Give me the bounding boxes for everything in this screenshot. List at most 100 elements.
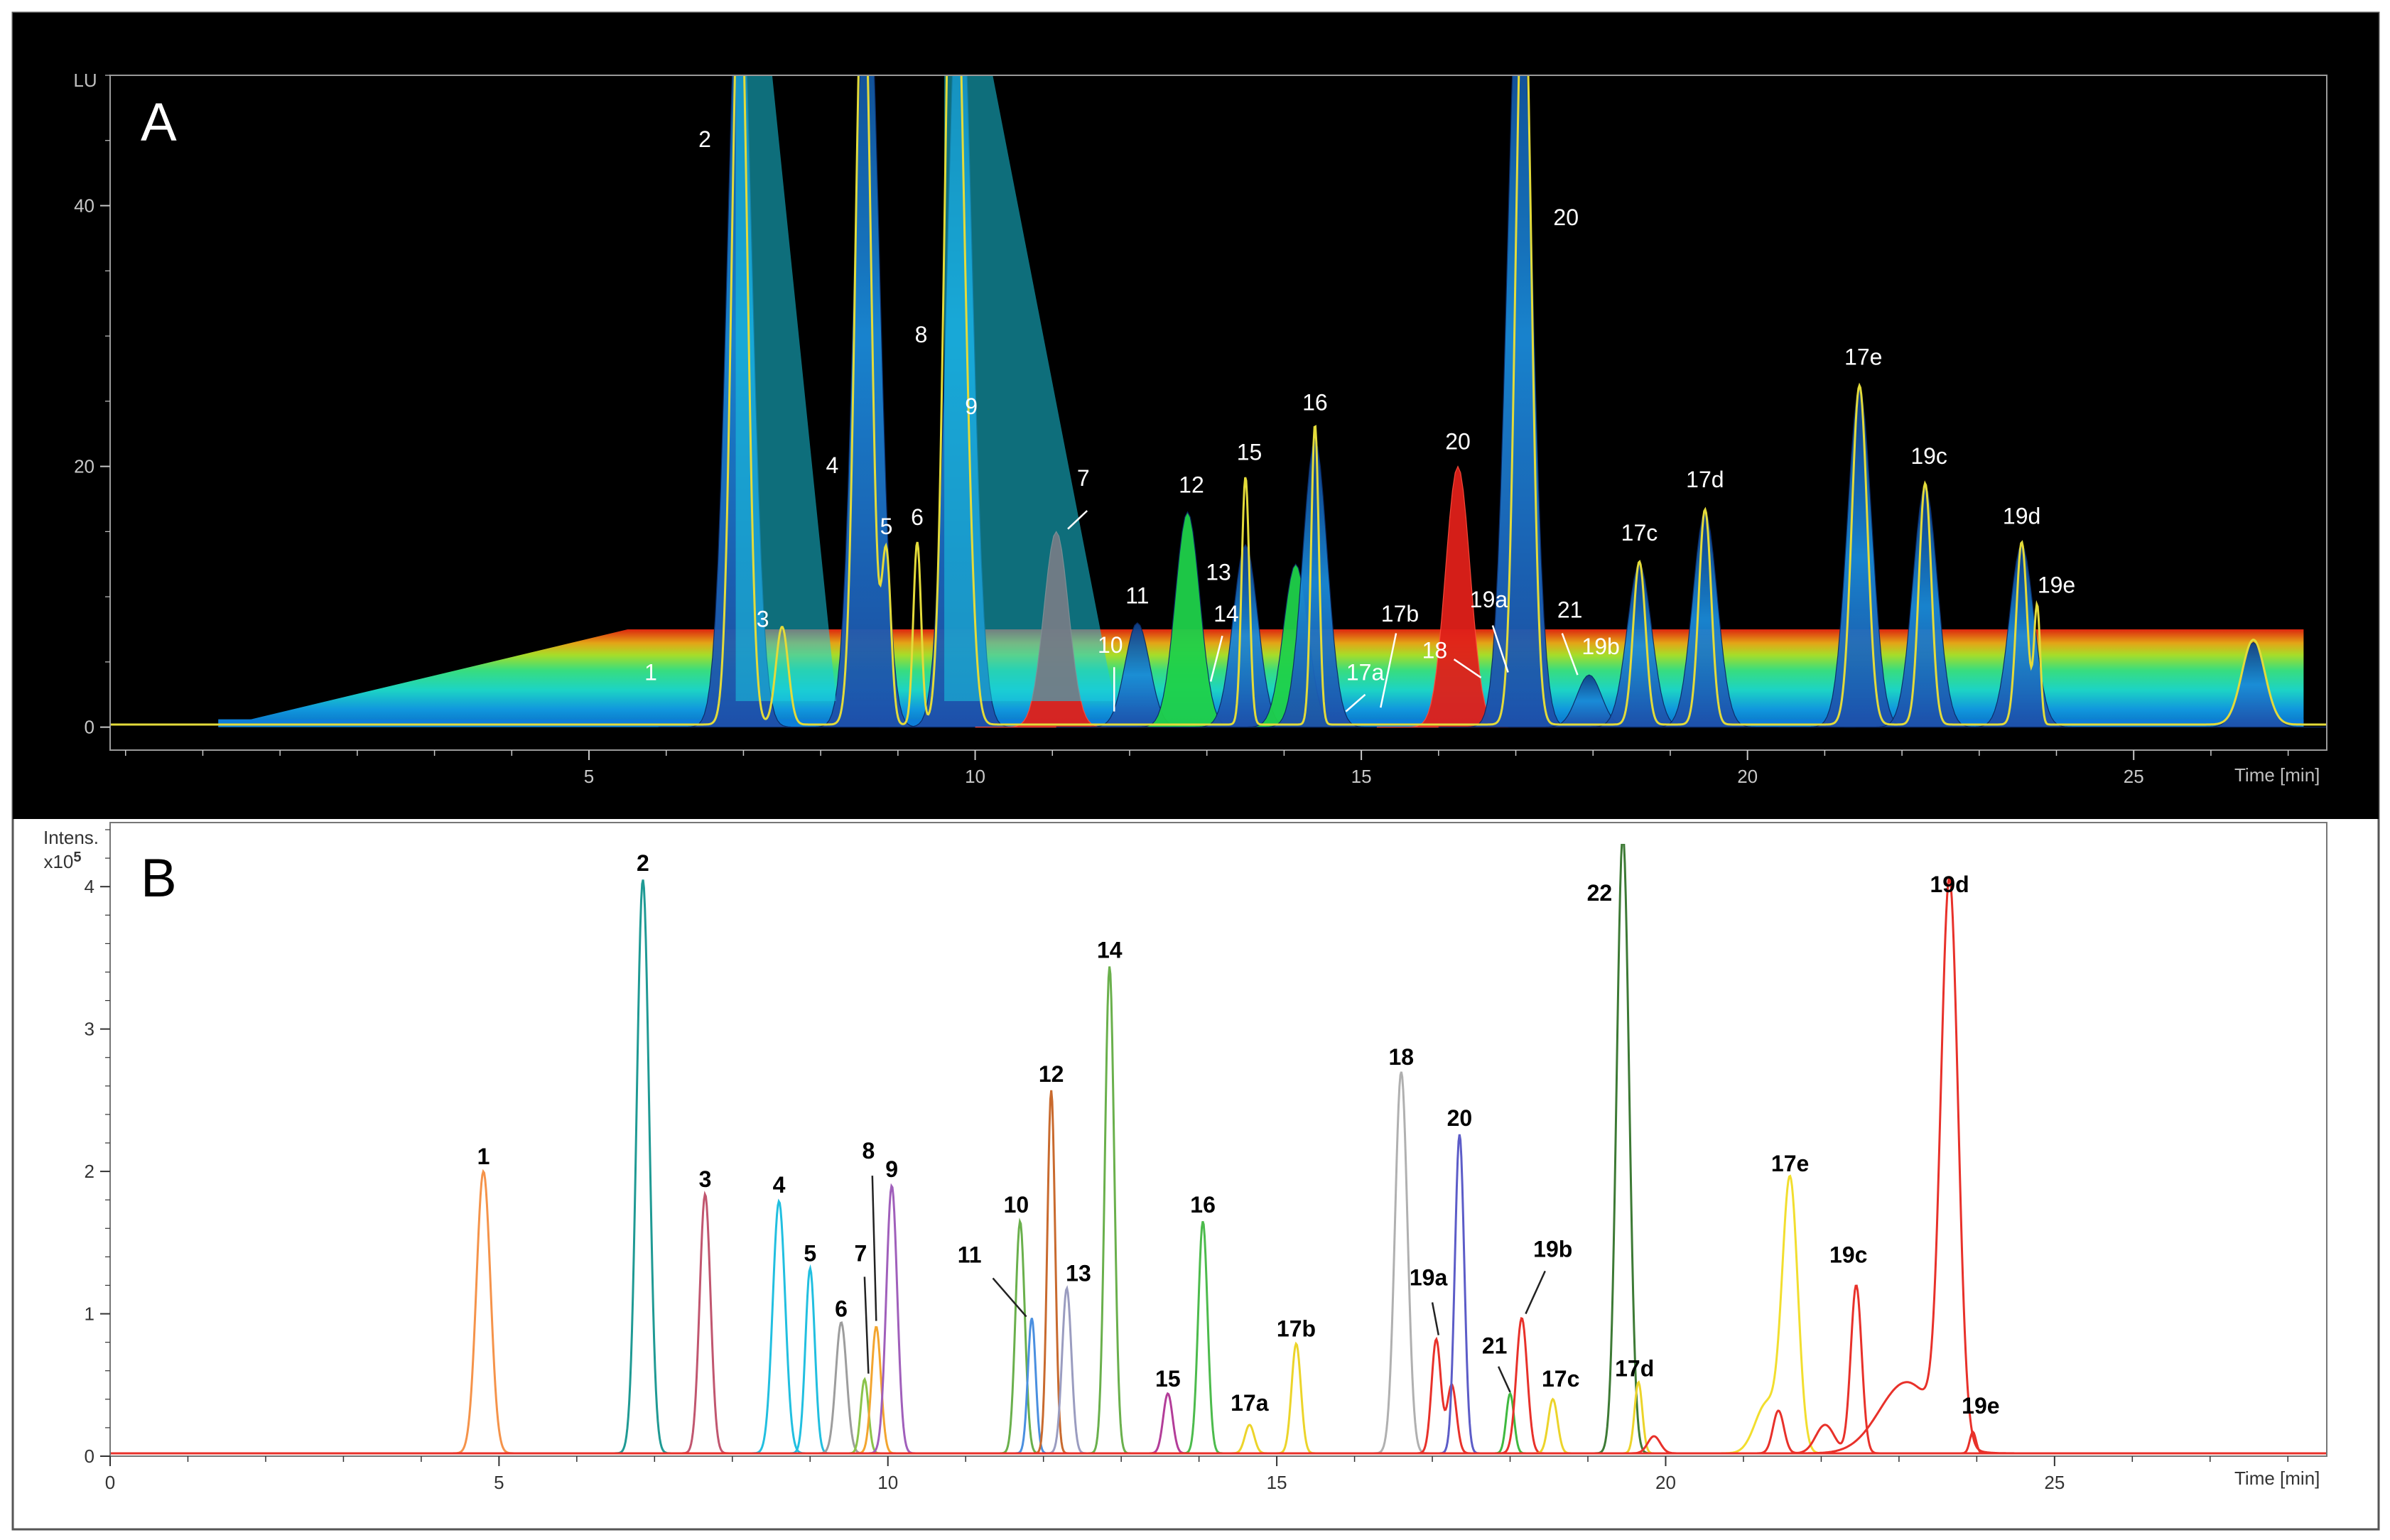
panel-a-plot-area: [110, 75, 2327, 728]
x-tick-label: 5: [494, 1472, 504, 1493]
surface-peak: [1940, 543, 2173, 728]
peak-label: 17c: [1542, 1366, 1579, 1392]
peak-label: 11: [1125, 582, 1149, 608]
y-tick-label: 0: [85, 717, 94, 738]
peak-label: 16: [1190, 1192, 1216, 1218]
peak-label: 1: [644, 660, 657, 685]
peak-label: 4: [773, 1172, 786, 1198]
leader-line: [1561, 633, 1579, 676]
panel-a-trace-group: [110, 75, 2327, 726]
x-tick-label: 25: [2124, 766, 2144, 787]
peak-label: 20: [1553, 205, 1579, 230]
peak-label: 19c: [1910, 443, 1947, 469]
y-tick-label: 3: [85, 1019, 94, 1040]
panel-b-y-multiplier: x105: [43, 850, 81, 872]
y-multiplier-base: x10: [43, 851, 73, 872]
x-tick-label: 10: [877, 1472, 898, 1493]
peak-label: 4: [826, 452, 839, 478]
peak-label: 2: [698, 126, 711, 152]
panel-b-y-axis-label: Intens.: [43, 827, 99, 848]
y-multiplier-exponent: 5: [73, 850, 81, 865]
x-tick-label: 15: [1351, 766, 1372, 787]
peak-label: 13: [1066, 1260, 1091, 1286]
peak-label: 10: [1004, 1192, 1029, 1218]
series-line: [110, 75, 2327, 726]
leader-line: [1453, 658, 1482, 678]
peak-label: 21: [1482, 1333, 1508, 1359]
peak-label: 8: [915, 322, 928, 347]
x-tick-label: 20: [1737, 766, 1758, 787]
peak-label: 17a: [1346, 660, 1385, 685]
panel-b-peak-labels: 123 4567891011121314151617a17b1819a202119…: [477, 850, 2000, 1419]
panel-a-axes: 5 10 15 20 25 0 20 40: [74, 75, 2289, 787]
panel-b-plot-frame: [109, 822, 2327, 1457]
panel-a-x-axis-label: Time [min]: [2234, 764, 2320, 786]
peak-label: 18: [1388, 1044, 1414, 1070]
peak-label: 1: [477, 1144, 490, 1169]
x-tick-label: 10: [965, 766, 985, 787]
surface-tail: [735, 75, 836, 701]
peak-label: 5: [804, 1240, 816, 1266]
peak-label: 22: [1587, 880, 1613, 906]
peak-label: 6: [911, 504, 924, 530]
y-tick-label: 2: [85, 1161, 94, 1182]
panel-b-leader-lines: [863, 1176, 1546, 1393]
peak-label: 19a: [1410, 1264, 1448, 1290]
peak-label: 10: [1098, 632, 1123, 658]
x-tick-label: 15: [1267, 1472, 1287, 1493]
peak-label: 9: [965, 394, 978, 419]
surface-peak: [1233, 439, 1466, 728]
x-tick-label: 0: [105, 1472, 115, 1493]
peak-label: 17c: [1621, 520, 1658, 546]
peak-label: 19e: [1962, 1393, 1999, 1419]
panel-b-series-group: [110, 844, 2327, 1455]
peak-label: 19b: [1581, 634, 1619, 659]
x-tick-label: 20: [1655, 1472, 1676, 1493]
peak-label: 20: [1445, 429, 1471, 455]
surface-peak: [2172, 641, 2327, 728]
panel-a-leader-lines: [1067, 510, 1579, 712]
panel-b-plot-area: [110, 844, 2327, 1455]
peak-label: 9: [885, 1156, 898, 1182]
peak-label: 19e: [2038, 573, 2075, 598]
peak-label: 12: [1039, 1061, 1064, 1087]
peak-label: 7: [855, 1240, 867, 1266]
surface-peak: [1623, 511, 1856, 728]
peak-label: 17e: [1771, 1151, 1809, 1176]
peak-label: 11: [958, 1242, 982, 1267]
peak-label: 15: [1237, 439, 1262, 465]
surface-tail: [944, 75, 1115, 701]
panel-b-label: B: [141, 848, 177, 909]
leader-line: [992, 1277, 1027, 1318]
peak-label: 19d: [1930, 872, 1969, 897]
peak-label: 15: [1155, 1366, 1181, 1392]
peak-label: 2: [637, 850, 649, 876]
peak-label: 19d: [2003, 503, 2040, 528]
peak-label: 3: [757, 606, 769, 631]
leader-line: [1380, 633, 1397, 708]
panel-a-y-axis-label: LU: [73, 70, 97, 91]
peak-label: 3: [699, 1166, 712, 1192]
panel-b-x-axis-label: Time [min]: [2234, 1468, 2320, 1489]
peak-label: 16: [1302, 390, 1328, 416]
y-tick-label: 0: [85, 1446, 94, 1467]
peak-label: 8: [862, 1138, 875, 1164]
leader-line: [1525, 1270, 1546, 1315]
y-tick-label: 4: [85, 876, 94, 897]
y-tick-label: 1: [85, 1303, 94, 1325]
peak-label: 14: [1097, 937, 1123, 962]
leader-line: [1431, 1302, 1440, 1335]
series-line-19e: [110, 1431, 2327, 1455]
y-tick-label: 20: [74, 456, 94, 477]
peak-label: 21: [1557, 597, 1583, 622]
peak-label: 19a: [1470, 587, 1508, 612]
peak-label: 6: [835, 1296, 848, 1322]
y-tick-label: 40: [74, 195, 94, 217]
peak-label: 5: [880, 514, 893, 539]
leader-line: [863, 1276, 870, 1374]
